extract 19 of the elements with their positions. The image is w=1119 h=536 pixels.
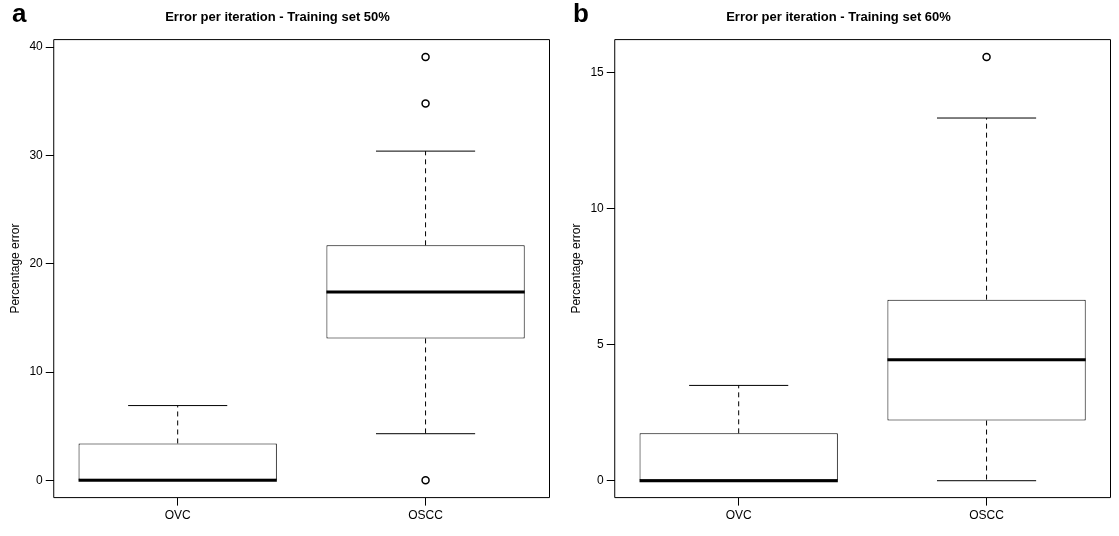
y-tick-label: 20 bbox=[29, 256, 44, 271]
x-tick-label: OSCC bbox=[408, 508, 444, 523]
y-axis-title: Percentage error bbox=[568, 223, 583, 314]
y-tick-label: 15 bbox=[590, 64, 605, 79]
y-tick-label: 5 bbox=[597, 336, 605, 351]
x-tick-label: OVC bbox=[725, 508, 753, 523]
y-axis-title: Percentage error bbox=[7, 223, 22, 314]
y-tick-label: 40 bbox=[29, 39, 44, 54]
y-tick-label: 10 bbox=[590, 200, 605, 215]
text: a bbox=[12, 0, 27, 29]
y-tick-label: 0 bbox=[597, 473, 605, 488]
x-tick-label: OVC bbox=[164, 508, 192, 523]
chart-title: Error per iteration - Training set 60% bbox=[726, 9, 952, 25]
y-tick-label: 30 bbox=[29, 147, 44, 162]
chart-title: Error per iteration - Training set 50% bbox=[165, 9, 391, 25]
text: b bbox=[573, 0, 589, 29]
y-tick-label: 0 bbox=[36, 472, 44, 487]
x-tick-label: OSCC bbox=[969, 508, 1005, 523]
y-tick-label: 10 bbox=[29, 364, 44, 379]
